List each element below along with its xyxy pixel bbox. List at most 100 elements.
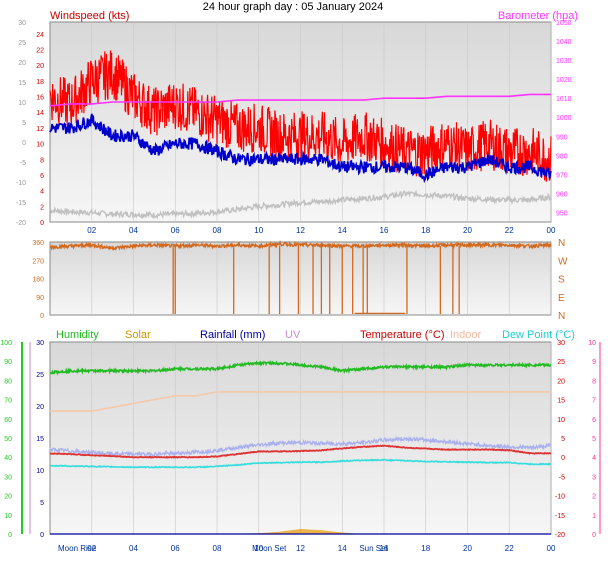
humidity-axis-tick: 30 <box>4 474 12 481</box>
temp-axis-tick: 15 <box>557 398 565 405</box>
right-axis-tick: 2 <box>592 494 596 501</box>
series-humidity-line <box>49 359 552 376</box>
wind-legend: Windspeed (kts) <box>50 10 129 22</box>
baro-axis-tick: 1040 <box>556 39 572 46</box>
humidity-axis-tick: 100 <box>0 340 12 347</box>
x-tick-label-wind: 18 <box>421 226 430 235</box>
wind-axis-tick: 6 <box>40 173 44 180</box>
humidity-axis-tick: 50 <box>4 436 12 443</box>
x-tick-label-wind: 14 <box>338 226 347 235</box>
wind-outer-axis-tick: 25 <box>18 40 26 47</box>
direction-axis-tick: 90 <box>36 295 44 302</box>
rain-axis-tick: 0 <box>40 532 44 539</box>
wind-axis-tick: 18 <box>36 79 44 86</box>
x-tick-label-temp: 04 <box>129 544 138 553</box>
rain-axis-tick: 10 <box>36 468 44 475</box>
right-axis-tick: 3 <box>592 474 596 481</box>
series-uv-line <box>49 435 552 458</box>
series-barometer-line <box>49 93 551 107</box>
right-axis-tick: 10 <box>588 340 596 347</box>
wind-axis-tick: 24 <box>36 32 44 39</box>
rain-axis-tick: 30 <box>36 340 44 347</box>
rain-axis-tick: 15 <box>36 436 44 443</box>
direction-axis-tick: 180 <box>32 277 44 284</box>
series-dewpoint-line <box>49 458 551 469</box>
x-tick-label-temp: 16 <box>380 544 389 553</box>
x-tick-label-temp: 10 <box>254 544 263 553</box>
x-tick-label-wind: 02 <box>87 226 96 235</box>
wind-axis-tick: 20 <box>36 63 44 70</box>
x-tick-label-temp: 20 <box>463 544 472 553</box>
direction-axis-tick: 360 <box>32 240 44 247</box>
x-tick-label-temp: 02 <box>87 544 96 553</box>
humidity-axis-tick: 40 <box>4 455 12 462</box>
wind-axis-tick: 4 <box>40 189 44 196</box>
wind-outer-axis-tick: 15 <box>18 80 26 87</box>
right-axis-tick: 8 <box>592 378 596 385</box>
x-tick-label-wind: 08 <box>213 226 222 235</box>
x-tick-label-wind: 04 <box>129 226 138 235</box>
humidity-axis-tick: 10 <box>4 513 12 520</box>
temp-axis-tick: -10 <box>555 494 565 501</box>
wind-outer-axis-tick: -20 <box>16 220 26 227</box>
right-axis-tick: 0 <box>592 532 596 539</box>
temp-axis-tick: -20 <box>555 532 565 539</box>
direction-compass-label: N <box>558 311 565 322</box>
sun-moon-annotation: Moon Set <box>252 544 287 553</box>
temp-axis-tick: 25 <box>557 359 565 366</box>
humidity-axis-tick: 0 <box>8 532 12 539</box>
right-axis-tick: 5 <box>592 436 596 443</box>
temp-panel-legend-item: Solar <box>125 329 151 341</box>
x-tick-label-wind: 12 <box>296 226 305 235</box>
baro-axis-tick: 1050 <box>556 20 572 27</box>
x-tick-label-temp: 14 <box>338 544 347 553</box>
temp-axis-tick: -15 <box>555 513 565 520</box>
series-wind-avg-line <box>49 113 552 184</box>
series-direction-line <box>49 239 552 252</box>
baro-axis-tick: 990 <box>556 134 568 141</box>
direction-axis-tick: 0 <box>40 313 44 320</box>
baro-axis-tick: 1010 <box>556 96 572 103</box>
wind-outer-axis-tick: 30 <box>18 20 26 27</box>
x-tick-label-wind: 16 <box>380 226 389 235</box>
temp-axis-tick: 10 <box>557 417 565 424</box>
direction-compass-label: N <box>558 238 565 249</box>
baro-legend: Barometer (hpa) <box>498 10 578 22</box>
wind-outer-axis-tick: -15 <box>16 200 26 207</box>
right-axis-tick: 7 <box>592 398 596 405</box>
wind-axis-tick: 0 <box>40 220 44 227</box>
temp-axis-tick: 30 <box>557 340 565 347</box>
humidity-axis-tick: 90 <box>4 359 12 366</box>
right-axis-tick: 9 <box>592 359 596 366</box>
wind-axis-tick: 8 <box>40 157 44 164</box>
x-tick-label-temp: 18 <box>421 544 430 553</box>
wind-outer-axis-tick: 0 <box>22 140 26 147</box>
humidity-axis-tick: 70 <box>4 398 12 405</box>
x-tick-label-temp: 22 <box>505 544 514 553</box>
wind-outer-axis-tick: 10 <box>18 100 26 107</box>
baro-axis-tick: 970 <box>556 172 568 179</box>
temp-axis-tick: 0 <box>561 455 565 462</box>
temp-panel-legend-item: Indoor <box>450 329 482 341</box>
wind-outer-axis-tick: -10 <box>16 180 26 187</box>
x-tick-label-temp: 06 <box>171 544 180 553</box>
baro-axis-tick: 960 <box>556 191 568 198</box>
wind-axis-tick: 10 <box>36 142 44 149</box>
x-tick-label-temp: 12 <box>296 544 305 553</box>
direction-compass-label: W <box>558 256 568 267</box>
temp-panel-legend-item: Humidity <box>56 329 99 341</box>
wind-outer-axis-tick: 20 <box>18 60 26 67</box>
x-tick-label-wind: 00 <box>547 226 556 235</box>
series-wind-low-line <box>49 189 552 220</box>
humidity-axis-tick: 20 <box>4 494 12 501</box>
chart-title: 24 hour graph day : 05 January 2024 <box>203 1 383 13</box>
x-tick-label-wind: 06 <box>171 226 180 235</box>
sun-moon-annotation: Moon Rise <box>58 544 97 553</box>
temp-panel-legend-item: UV <box>285 329 301 341</box>
temp-axis-tick: -5 <box>559 474 565 481</box>
humidity-axis-tick: 60 <box>4 417 12 424</box>
rain-axis-tick: 20 <box>36 404 44 411</box>
right-axis-tick: 4 <box>592 455 596 462</box>
wind-outer-axis-tick: 5 <box>22 120 26 127</box>
